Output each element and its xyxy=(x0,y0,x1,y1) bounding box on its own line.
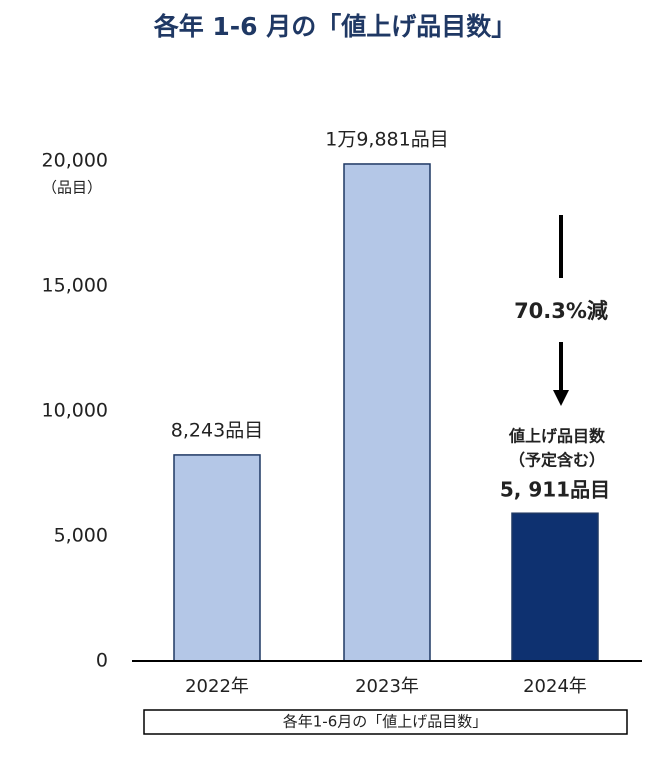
chart-title: 各年 1-6 月の「値上げ品目数」 xyxy=(153,12,517,41)
value-label: 1万9,881品目 xyxy=(325,128,448,150)
annotation: 値上げ品目数 xyxy=(508,427,606,446)
y-tick-label: 5,000 xyxy=(54,525,108,547)
annotation: （予定含む） xyxy=(509,451,605,470)
x-tick-label: 2023年 xyxy=(355,676,419,697)
decrease-annotation: 70.3%減 xyxy=(514,299,608,323)
y-tick-label: 10,000 xyxy=(42,400,108,422)
y-tick-label: 0 xyxy=(96,650,108,672)
bar xyxy=(173,454,261,662)
caption: 各年1-6月の「値上げ品目数」 xyxy=(283,713,488,731)
bar xyxy=(343,163,431,662)
x-tick-label: 2022年 xyxy=(185,676,249,697)
value-label: 8,243品目 xyxy=(171,419,263,441)
arrow-head xyxy=(553,390,569,406)
caption-box xyxy=(143,709,628,735)
y-tick-label: 15,000 xyxy=(42,275,108,297)
y-tick-label: 20,000 xyxy=(42,150,108,172)
value-label: 5, 911品目 xyxy=(500,478,610,502)
bar xyxy=(511,512,599,662)
y-axis-unit: （品目） xyxy=(42,179,102,197)
x-tick-label: 2024年 xyxy=(523,676,587,697)
